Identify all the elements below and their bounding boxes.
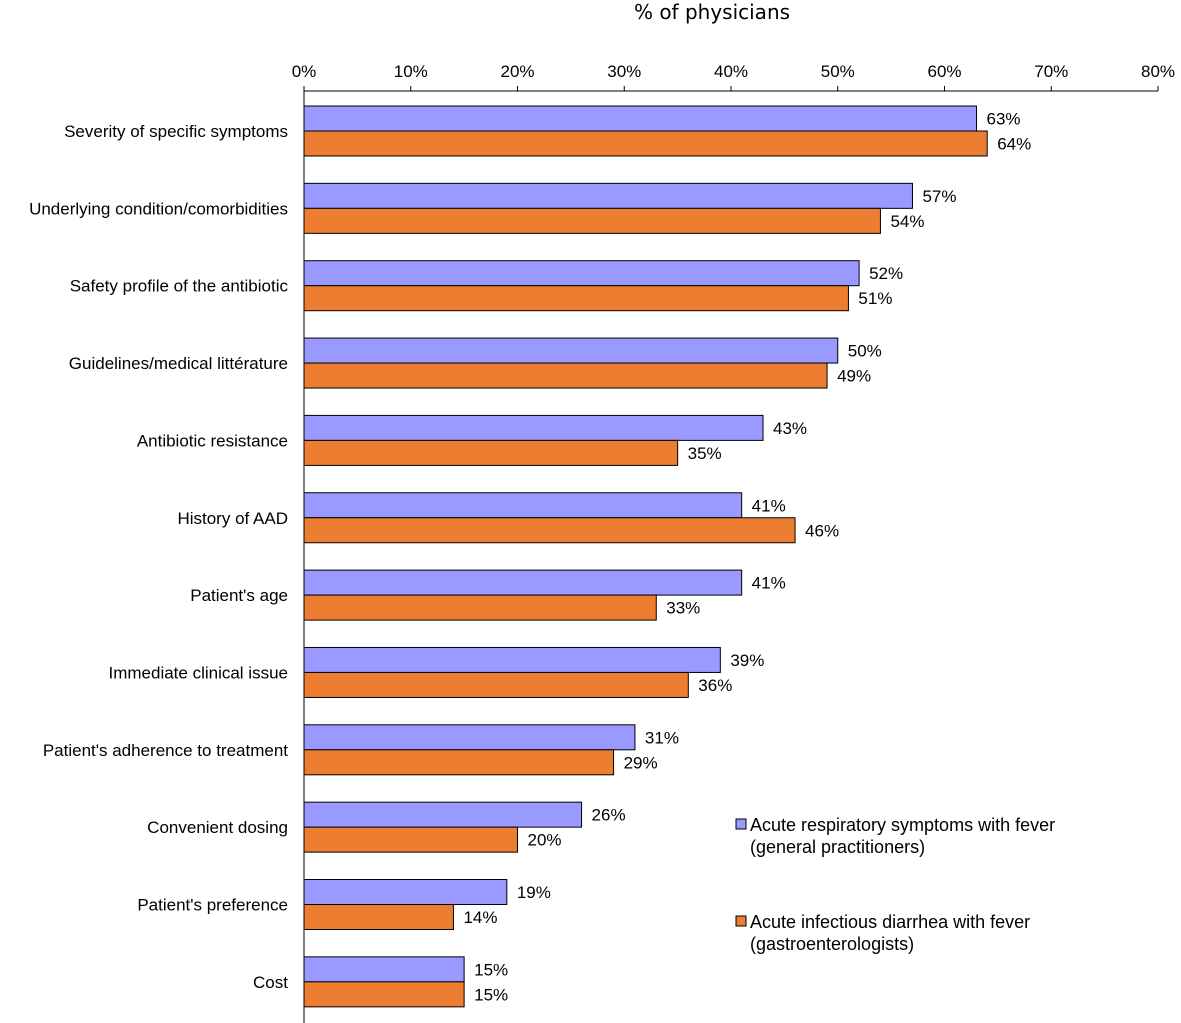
category-label: Patient's age [190, 586, 288, 605]
category-label: Cost [253, 973, 288, 992]
legend-label: (gastroenterologists) [750, 934, 914, 954]
data-label: 26% [592, 806, 626, 825]
x-tick-label: 10% [394, 62, 428, 81]
legend-label: Acute respiratory symptoms with fever [750, 815, 1055, 835]
data-label: 36% [698, 676, 732, 695]
bar-series-2 [303, 439, 679, 466]
data-label: 63% [987, 110, 1021, 129]
bar-series-2 [303, 981, 465, 1008]
data-label: 20% [528, 831, 562, 850]
bar-series-1 [303, 724, 636, 751]
x-tick-label: 20% [500, 62, 534, 81]
category-label: Antibiotic resistance [137, 431, 288, 450]
bar-series-2 [303, 826, 518, 853]
data-label: 31% [645, 728, 679, 747]
bar-series-1 [303, 182, 913, 209]
bar-series-1 [303, 956, 465, 983]
category-label: History of AAD [177, 509, 288, 528]
data-label: 51% [858, 289, 892, 308]
x-tick-label: 70% [1034, 62, 1068, 81]
bar-series-1 [303, 801, 583, 828]
legend-label: (general practitioners) [750, 837, 925, 857]
data-label: 33% [666, 599, 700, 618]
bar-series-2 [303, 207, 881, 234]
chart-title: % of physicians [634, 0, 790, 24]
data-label: 49% [837, 367, 871, 386]
data-label: 19% [517, 883, 551, 902]
category-label: Immediate clinical issue [108, 663, 288, 682]
bar-series-1 [303, 337, 839, 364]
bar-series-2 [303, 749, 615, 776]
data-label: 43% [773, 419, 807, 438]
bar-series-2 [303, 362, 828, 389]
legend: Acute respiratory symptoms with fever(ge… [735, 815, 1055, 954]
legend-swatch [735, 818, 747, 830]
x-tick-label: 0% [292, 62, 317, 81]
data-label: 46% [805, 521, 839, 540]
bar-series-2 [303, 517, 796, 544]
bar-series-2 [303, 285, 849, 312]
bar-series-2 [303, 671, 689, 698]
bar-series-1 [303, 569, 743, 596]
x-tick-label: 50% [821, 62, 855, 81]
legend-swatch [735, 915, 747, 927]
bar-series-1 [303, 646, 721, 673]
x-tick-label: 60% [927, 62, 961, 81]
bar-series-2 [303, 594, 657, 621]
data-label: 14% [463, 908, 497, 927]
x-tick-label: 80% [1141, 62, 1175, 81]
category-label: Severity of specific symptoms [64, 122, 288, 141]
category-label: Safety profile of the antibiotic [70, 277, 289, 296]
x-tick-label: 40% [714, 62, 748, 81]
data-label: 35% [688, 444, 722, 463]
data-label: 15% [474, 985, 508, 1004]
data-label: 39% [730, 651, 764, 670]
bar-series-1 [303, 260, 860, 287]
category-label: Guidelines/medical littérature [69, 354, 288, 373]
data-label: 52% [869, 264, 903, 283]
data-label: 29% [624, 753, 658, 772]
bar-series-1 [303, 492, 743, 519]
data-label: 41% [752, 574, 786, 593]
data-label: 54% [890, 212, 924, 231]
bar-series-1 [303, 414, 764, 441]
data-label: 50% [848, 342, 882, 361]
x-tick-label: 30% [607, 62, 641, 81]
category-label: Convenient dosing [147, 818, 288, 837]
bar-series-2 [303, 130, 988, 157]
category-label: Underlying condition/comorbidities [29, 199, 288, 218]
category-label: Patient's adherence to treatment [43, 741, 288, 760]
legend-label: Acute infectious diarrhea with fever [750, 912, 1030, 932]
bar-series-1 [303, 105, 978, 132]
data-label: 57% [922, 187, 956, 206]
data-label: 64% [997, 135, 1031, 154]
bar-series-2 [303, 904, 454, 930]
data-label: 41% [752, 496, 786, 515]
bar-series-1 [303, 879, 508, 905]
data-label: 15% [474, 960, 508, 979]
category-label: Patient's preference [137, 896, 288, 915]
